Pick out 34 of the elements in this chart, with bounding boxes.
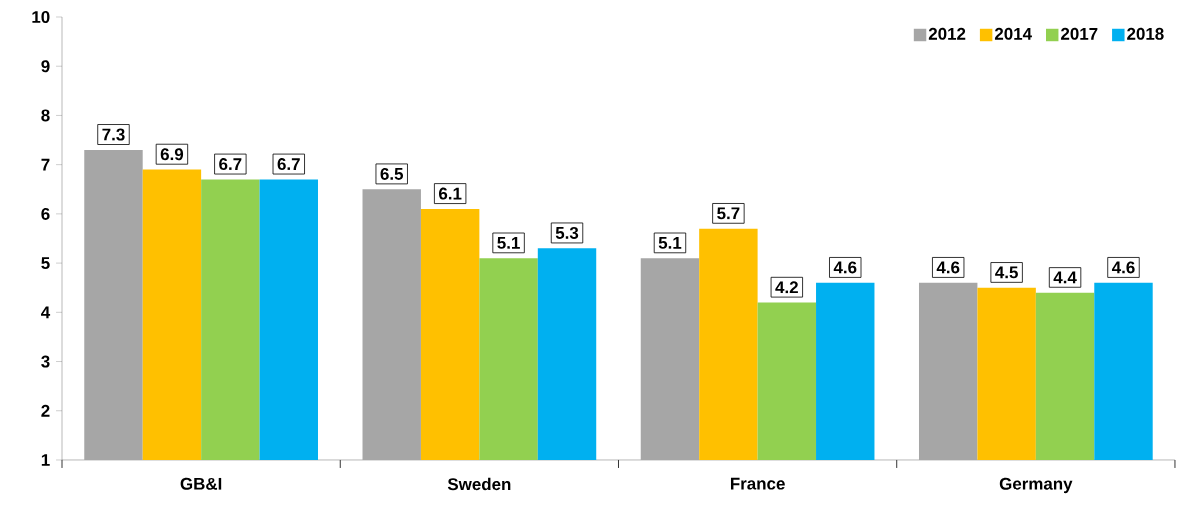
- data-label: 4.6: [833, 261, 857, 274]
- data-label: 5.1: [497, 236, 520, 249]
- y-tick-label: 2: [41, 404, 50, 417]
- y-tick-label: 6: [41, 207, 50, 220]
- data-label: 5.1: [658, 236, 682, 249]
- y-tick-label: 10: [32, 10, 50, 23]
- y-tick-label: 9: [41, 60, 50, 73]
- data-label: 6.7: [219, 158, 242, 171]
- data-label: 4.6: [936, 261, 960, 274]
- legend-label: 2014: [994, 27, 1032, 40]
- data-label: 4.6: [1111, 261, 1135, 274]
- y-tick-label: 7: [41, 158, 50, 171]
- data-label: 4.4: [1053, 271, 1077, 284]
- data-label: 6.7: [277, 158, 300, 171]
- data-label: 6.1: [439, 187, 462, 200]
- legend-label: 2012: [928, 27, 966, 40]
- x-tick-label: Germany: [999, 477, 1073, 494]
- data-label: 5.3: [555, 226, 579, 239]
- y-tick-label: 3: [41, 355, 50, 368]
- data-label: 7.3: [102, 128, 125, 141]
- y-tick-label: 8: [41, 109, 50, 122]
- legend-label: 2018: [1127, 27, 1164, 40]
- y-tick-label: 5: [41, 257, 50, 270]
- data-label: 5.7: [717, 207, 740, 220]
- x-tick-label: Sweden: [447, 477, 511, 491]
- x-tick-label: France: [730, 477, 785, 490]
- y-tick-label: 1: [41, 454, 50, 466]
- data-label: 6.5: [380, 167, 404, 180]
- legend-label: 2017: [1061, 27, 1098, 40]
- x-tick-label: GB&I: [180, 477, 222, 490]
- data-label: 6.9: [160, 148, 184, 161]
- data-label: 4.2: [775, 281, 798, 294]
- data-label: 4.5: [995, 266, 1018, 279]
- y-tick-label: 4: [41, 306, 51, 319]
